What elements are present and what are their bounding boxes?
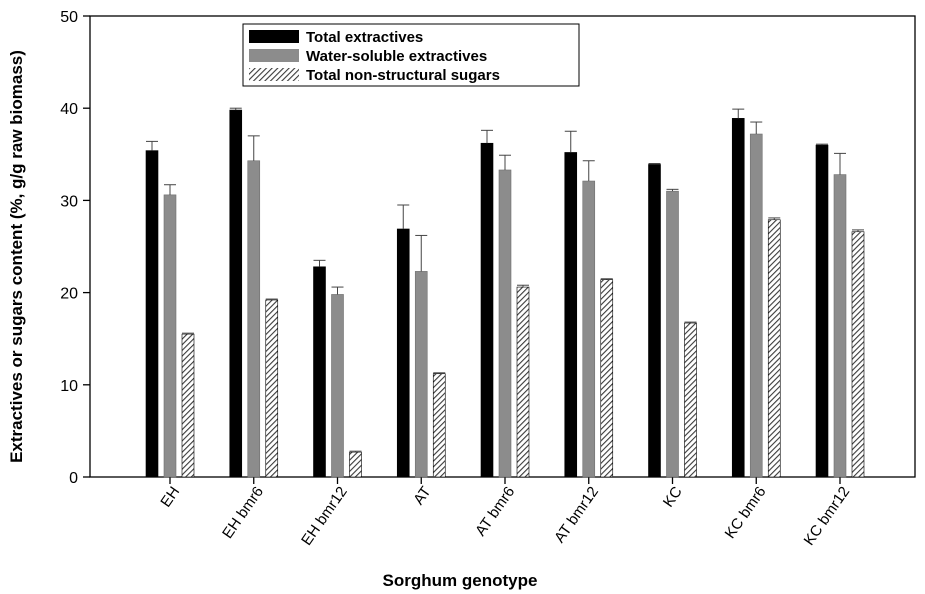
y-tick-label: 20 <box>60 286 78 303</box>
x-tick-label: KC bmr6 <box>722 484 770 542</box>
y-tick-label: 50 <box>60 9 78 26</box>
bar <box>749 133 763 478</box>
x-tick-label: EH <box>157 484 183 511</box>
bars-layer <box>145 109 865 478</box>
bar <box>480 142 494 478</box>
legend: Total extractives Water-soluble extractiv… <box>242 23 580 87</box>
legend-label: Water-soluble extractives <box>306 48 487 65</box>
y-tick-label: 0 <box>69 470 78 487</box>
bar <box>432 373 446 478</box>
bar <box>414 271 428 478</box>
bar <box>163 194 177 478</box>
bar <box>684 322 697 478</box>
x-tick-label: AT <box>410 484 434 509</box>
bar <box>229 109 243 478</box>
legend-label: Total extractives <box>306 29 423 46</box>
bar <box>349 451 362 478</box>
y-tick-label: 40 <box>60 101 78 118</box>
x-tick-label: EH bmr12 <box>298 484 351 549</box>
bar <box>666 190 679 478</box>
bar <box>851 231 865 478</box>
bar <box>396 228 410 478</box>
x-tick-label: KC bmr12 <box>801 484 854 549</box>
y-axis-title: Extractives or sugars content (%, g/g ra… <box>7 50 26 463</box>
bar <box>181 333 195 478</box>
labels-layer: 0 10 20 30 40 50 EH EH bmr6 EH bmr12 AT AT bmr6 AT … <box>7 9 853 590</box>
legend-swatch <box>249 68 299 81</box>
bar <box>564 152 578 478</box>
bar <box>815 144 829 478</box>
x-tick-label: AT bmr6 <box>472 484 518 540</box>
y-tick-label: 30 <box>60 193 78 210</box>
legend-swatch <box>249 30 299 43</box>
bar <box>582 180 596 478</box>
y-tick-label: 10 <box>60 378 78 395</box>
bar <box>767 219 781 478</box>
bar <box>498 169 512 478</box>
bar <box>833 174 847 478</box>
bar <box>600 279 614 478</box>
bar <box>247 160 261 478</box>
bar <box>265 299 279 478</box>
bar <box>516 286 530 478</box>
bar <box>313 266 326 478</box>
x-tick-label: EH bmr6 <box>219 484 267 542</box>
bar <box>648 164 661 478</box>
x-axis-title: Sorghum genotype <box>383 571 538 590</box>
legend-swatch <box>249 49 299 62</box>
bar <box>331 294 344 478</box>
bar <box>145 150 159 478</box>
bar <box>731 118 745 478</box>
legend-label: Total non-structural sugars <box>306 67 500 84</box>
x-tick-label: AT bmr12 <box>551 484 602 547</box>
x-tick-label: KC <box>660 483 686 510</box>
error-bars-layer <box>146 107 864 453</box>
